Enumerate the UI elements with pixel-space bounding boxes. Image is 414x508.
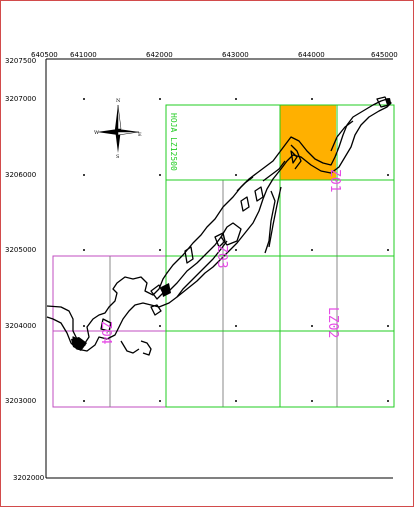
green-sheet-label: HOJA LZ12500 xyxy=(169,113,178,171)
x-tick-label: 641000 xyxy=(70,51,97,59)
coastline xyxy=(46,96,392,356)
x-tick-label: 640500 xyxy=(31,51,58,59)
compass-south-label: S xyxy=(116,154,120,160)
coastline-fill-details xyxy=(71,98,391,351)
y-tick-label: 3204000 xyxy=(5,322,36,330)
compass-rose: N S E W xyxy=(94,98,142,160)
compass-north-label: N xyxy=(116,98,121,104)
x-tick-label: 644000 xyxy=(298,51,325,59)
sheet-label-lz02: LZ02 xyxy=(325,307,340,338)
x-tick-label: 643000 xyxy=(222,51,249,59)
y-tick-label: 3203000 xyxy=(5,397,36,405)
sheet-label-z01: Z01 xyxy=(327,169,342,192)
y-tick-label: 3206000 xyxy=(5,171,36,179)
grid-dots xyxy=(83,98,389,402)
x-tick-label: 642000 xyxy=(146,51,173,59)
y-tick-label: 3207500 xyxy=(5,57,36,65)
y-tick-label: 3202000 xyxy=(13,474,44,482)
y-tick-label: 3207000 xyxy=(5,95,36,103)
y-tick-label: 3205000 xyxy=(5,246,36,254)
highlighted-sheet[interactable] xyxy=(280,105,336,180)
sheet-label-z04: Z04 xyxy=(98,321,113,345)
sheet-label-z03: Z03 xyxy=(214,245,229,268)
compass-west-label: W xyxy=(94,130,100,136)
compass-east-label: E xyxy=(138,132,142,138)
green-sheet-outline xyxy=(165,104,395,408)
x-tick-label: 645000 xyxy=(371,51,398,59)
